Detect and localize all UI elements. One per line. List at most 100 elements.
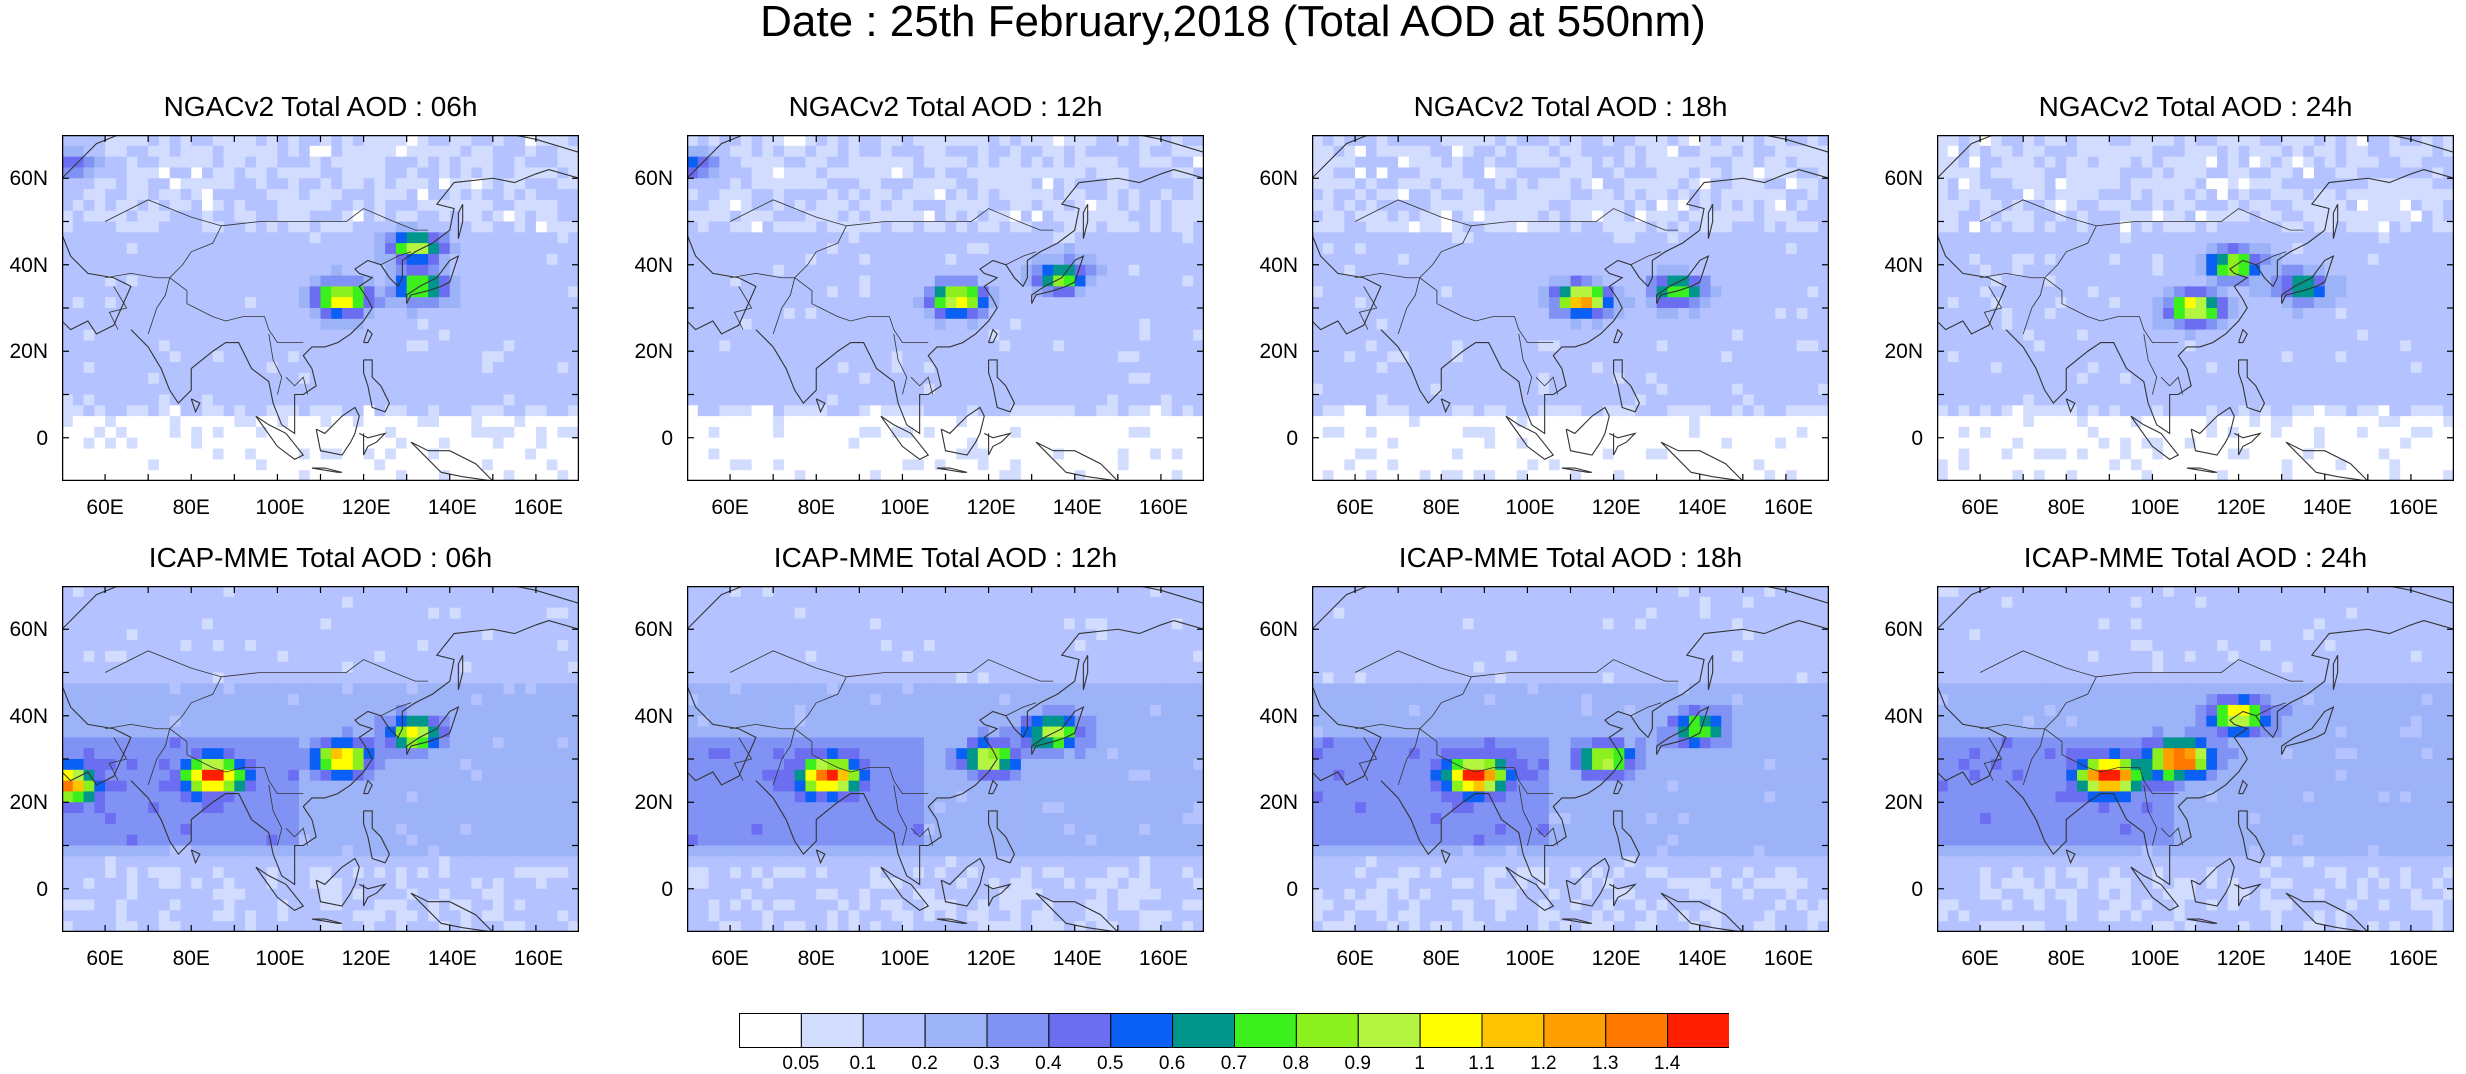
colorbar-label: 0.2 <box>895 1054 955 1073</box>
y-tick-label: 0 <box>0 879 48 900</box>
x-tick-label: 80E <box>169 948 213 969</box>
colorbar-label: 1.1 <box>1452 1054 1512 1073</box>
colorbar-swatch <box>1544 1014 1606 1048</box>
y-tick-label: 40N <box>625 706 673 727</box>
panel-title: ICAP-MME Total AOD : 24h <box>1877 544 2466 572</box>
aod-map-panel <box>687 135 1204 481</box>
x-tick-label: 140E <box>428 497 472 518</box>
colorbar-label: 0.5 <box>1080 1054 1140 1073</box>
colorbar-label: 0.4 <box>1018 1054 1078 1073</box>
x-tick-label: 80E <box>2044 497 2088 518</box>
colorbar-swatch <box>1420 1014 1482 1048</box>
panel-title: NGACv2 Total AOD : 06h <box>2 93 639 121</box>
x-tick-label: 80E <box>794 948 838 969</box>
aod-map-panel <box>62 135 579 481</box>
x-tick-label: 60E <box>83 948 127 969</box>
colorbar-swatch <box>1049 1014 1111 1048</box>
y-tick-label: 20N <box>1250 341 1298 362</box>
colorbar-swatch <box>1235 1014 1297 1048</box>
colorbar-label: 0.8 <box>1266 1054 1326 1073</box>
y-tick-label: 0 <box>1250 879 1298 900</box>
x-tick-label: 140E <box>2303 497 2347 518</box>
x-tick-label: 60E <box>83 497 127 518</box>
y-tick-label: 60N <box>1875 168 1923 189</box>
y-tick-label: 40N <box>1875 255 1923 276</box>
colorbar-label: 1 <box>1390 1054 1450 1073</box>
x-tick-label: 100E <box>2130 497 2174 518</box>
y-tick-label: 60N <box>625 168 673 189</box>
colorbar-swatch <box>1606 1014 1668 1048</box>
x-tick-label: 120E <box>2217 497 2261 518</box>
aod-map-panel <box>1312 135 1829 481</box>
x-tick-label: 100E <box>2130 948 2174 969</box>
x-tick-label: 100E <box>1505 497 1549 518</box>
colorbar-swatch <box>801 1014 863 1048</box>
x-tick-label: 60E <box>1958 948 2002 969</box>
x-tick-label: 120E <box>2217 948 2261 969</box>
y-tick-label: 20N <box>0 341 48 362</box>
colorbar-label: 1.3 <box>1575 1054 1635 1073</box>
x-tick-label: 160E <box>514 948 558 969</box>
x-tick-label: 80E <box>169 497 213 518</box>
y-tick-label: 20N <box>625 341 673 362</box>
colorbar-label: 0.1 <box>833 1054 893 1073</box>
y-tick-label: 20N <box>625 792 673 813</box>
x-tick-label: 120E <box>1592 497 1636 518</box>
x-tick-label: 160E <box>1764 497 1808 518</box>
colorbar-label: 0.6 <box>1142 1054 1202 1073</box>
colorbar-label: 0.3 <box>957 1054 1017 1073</box>
x-tick-label: 120E <box>342 948 386 969</box>
aod-map-panel <box>1937 586 2454 932</box>
colorbar-swatch <box>1668 1014 1729 1048</box>
x-tick-label: 140E <box>1678 497 1722 518</box>
x-tick-label: 60E <box>1333 497 1377 518</box>
x-tick-label: 160E <box>2389 948 2433 969</box>
panel-title: NGACv2 Total AOD : 18h <box>1252 93 1889 121</box>
y-tick-label: 0 <box>1875 428 1923 449</box>
y-tick-label: 40N <box>0 255 48 276</box>
y-tick-label: 0 <box>0 428 48 449</box>
colorbar-label: 1.2 <box>1513 1054 1573 1073</box>
colorbar-label: 0.05 <box>771 1054 831 1073</box>
x-tick-label: 160E <box>2389 497 2433 518</box>
colorbar <box>739 1013 1729 1053</box>
colorbar-swatch <box>1482 1014 1544 1048</box>
colorbar-label: 0.9 <box>1328 1054 1388 1073</box>
x-tick-label: 80E <box>794 497 838 518</box>
x-tick-label: 60E <box>1958 497 2002 518</box>
aod-map-panel <box>687 586 1204 932</box>
y-tick-label: 0 <box>1250 428 1298 449</box>
x-tick-label: 140E <box>1053 497 1097 518</box>
page-title: Date : 25th February,2018 (Total AOD at … <box>0 0 2466 44</box>
x-tick-label: 80E <box>1419 497 1463 518</box>
x-tick-label: 100E <box>1505 948 1549 969</box>
y-tick-label: 20N <box>1875 341 1923 362</box>
colorbar-swatch <box>987 1014 1049 1048</box>
y-tick-label: 40N <box>1250 255 1298 276</box>
x-tick-label: 100E <box>880 497 924 518</box>
panel-title: ICAP-MME Total AOD : 18h <box>1252 544 1889 572</box>
x-tick-label: 60E <box>708 497 752 518</box>
aod-map-panel <box>1937 135 2454 481</box>
panel-title: NGACv2 Total AOD : 12h <box>627 93 1264 121</box>
colorbar-label: 1.4 <box>1637 1054 1697 1073</box>
colorbar-swatch <box>863 1014 925 1048</box>
x-tick-label: 160E <box>1764 948 1808 969</box>
x-tick-label: 60E <box>1333 948 1377 969</box>
x-tick-label: 120E <box>967 948 1011 969</box>
x-tick-label: 140E <box>428 948 472 969</box>
colorbar-swatch <box>1173 1014 1235 1048</box>
y-tick-label: 0 <box>625 879 673 900</box>
y-tick-label: 60N <box>1875 619 1923 640</box>
colorbar-swatch <box>1358 1014 1420 1048</box>
x-tick-label: 160E <box>1139 497 1183 518</box>
panel-title: ICAP-MME Total AOD : 06h <box>2 544 639 572</box>
colorbar-swatch <box>740 1014 802 1048</box>
aod-map-panel <box>62 586 579 932</box>
y-tick-label: 60N <box>0 168 48 189</box>
y-tick-label: 40N <box>625 255 673 276</box>
colorbar-swatch <box>925 1014 987 1048</box>
x-tick-label: 100E <box>880 948 924 969</box>
x-tick-label: 100E <box>255 948 299 969</box>
panel-title: NGACv2 Total AOD : 24h <box>1877 93 2466 121</box>
